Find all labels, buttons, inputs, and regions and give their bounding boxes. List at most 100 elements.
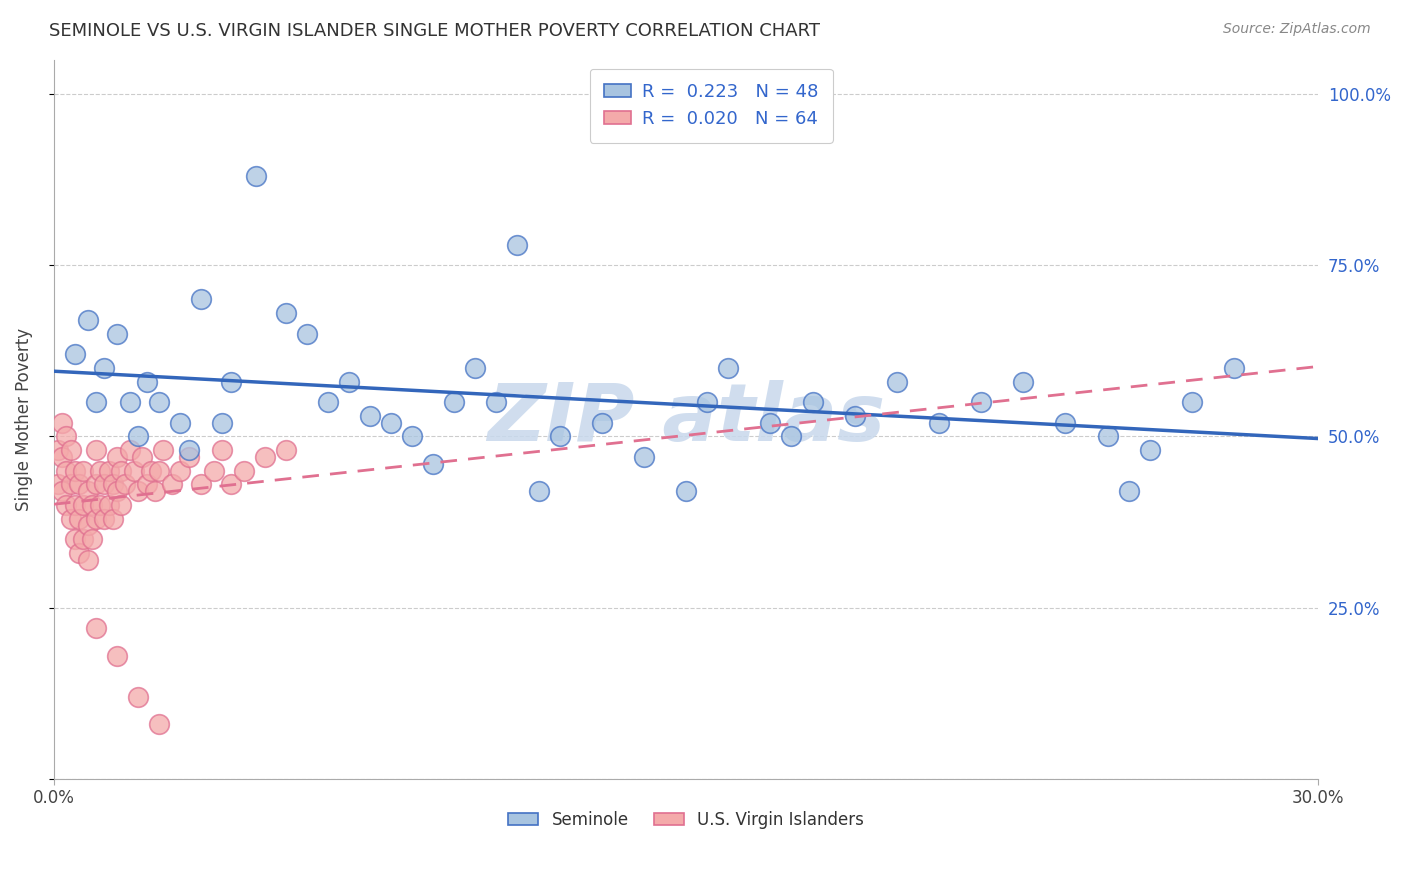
Point: [780, 429, 803, 443]
Point: [127, 429, 149, 443]
Point: [105, 648, 128, 663]
Point: [63, 498, 86, 512]
Point: [1223, 360, 1246, 375]
Point: [202, 464, 225, 478]
Point: [76, 484, 98, 499]
Point: [105, 450, 128, 464]
Point: [84, 477, 107, 491]
Text: ZIP atlas: ZIP atlas: [486, 380, 886, 458]
Point: [46, 443, 69, 458]
Point: [84, 395, 107, 409]
Point: [1054, 416, 1077, 430]
Text: SEMINOLE VS U.S. VIRGIN ISLANDER SINGLE MOTHER POVERTY CORRELATION CHART: SEMINOLE VS U.S. VIRGIN ISLANDER SINGLE …: [49, 22, 820, 40]
Point: [970, 395, 993, 409]
Point: [76, 518, 98, 533]
Point: [76, 313, 98, 327]
Point: [464, 360, 486, 375]
Point: [84, 621, 107, 635]
Point: [1139, 443, 1161, 458]
Point: [135, 375, 157, 389]
Point: [122, 464, 145, 478]
Point: [1118, 484, 1140, 499]
Point: [127, 484, 149, 499]
Point: [114, 477, 136, 491]
Point: [219, 375, 242, 389]
Point: [759, 416, 782, 430]
Point: [63, 347, 86, 361]
Point: [101, 511, 124, 525]
Point: [160, 477, 183, 491]
Point: [72, 464, 94, 478]
Point: [1012, 375, 1035, 389]
Point: [359, 409, 381, 423]
Point: [93, 511, 115, 525]
Point: [169, 464, 191, 478]
Point: [59, 511, 82, 525]
Point: [548, 429, 571, 443]
Point: [337, 375, 360, 389]
Point: [401, 429, 423, 443]
Point: [591, 416, 613, 430]
Legend: Seminole, U.S. Virgin Islanders: Seminole, U.S. Virgin Islanders: [502, 804, 870, 835]
Point: [118, 395, 141, 409]
Point: [139, 464, 162, 478]
Point: [675, 484, 697, 499]
Point: [801, 395, 824, 409]
Point: [46, 477, 69, 491]
Point: [717, 360, 740, 375]
Point: [211, 443, 233, 458]
Point: [118, 443, 141, 458]
Point: [51, 416, 73, 430]
Point: [316, 395, 339, 409]
Point: [97, 498, 120, 512]
Text: Source: ZipAtlas.com: Source: ZipAtlas.com: [1223, 22, 1371, 37]
Point: [55, 498, 77, 512]
Point: [67, 546, 90, 560]
Point: [177, 450, 200, 464]
Point: [443, 395, 465, 409]
Point: [485, 395, 508, 409]
Point: [131, 450, 153, 464]
Point: [232, 464, 254, 478]
Point: [190, 477, 212, 491]
Point: [127, 690, 149, 704]
Point: [696, 395, 718, 409]
Point: [380, 416, 402, 430]
Point: [177, 443, 200, 458]
Point: [148, 717, 170, 731]
Point: [89, 498, 111, 512]
Point: [527, 484, 550, 499]
Point: [93, 360, 115, 375]
Point: [295, 326, 318, 341]
Point: [84, 511, 107, 525]
Point: [97, 464, 120, 478]
Point: [67, 477, 90, 491]
Point: [51, 450, 73, 464]
Point: [110, 464, 132, 478]
Point: [63, 464, 86, 478]
Point: [886, 375, 908, 389]
Point: [84, 443, 107, 458]
Point: [72, 498, 94, 512]
Point: [633, 450, 655, 464]
Point: [55, 464, 77, 478]
Point: [148, 395, 170, 409]
Point: [219, 477, 242, 491]
Point: [67, 511, 90, 525]
Point: [928, 416, 950, 430]
Point: [55, 429, 77, 443]
Point: [80, 532, 103, 546]
Point: [72, 532, 94, 546]
Point: [63, 532, 86, 546]
Point: [143, 484, 166, 499]
Point: [245, 169, 267, 183]
Point: [101, 477, 124, 491]
Point: [148, 464, 170, 478]
Point: [80, 498, 103, 512]
Point: [506, 237, 529, 252]
Point: [135, 477, 157, 491]
Point: [190, 293, 212, 307]
Point: [152, 443, 174, 458]
Point: [422, 457, 444, 471]
Point: [105, 484, 128, 499]
